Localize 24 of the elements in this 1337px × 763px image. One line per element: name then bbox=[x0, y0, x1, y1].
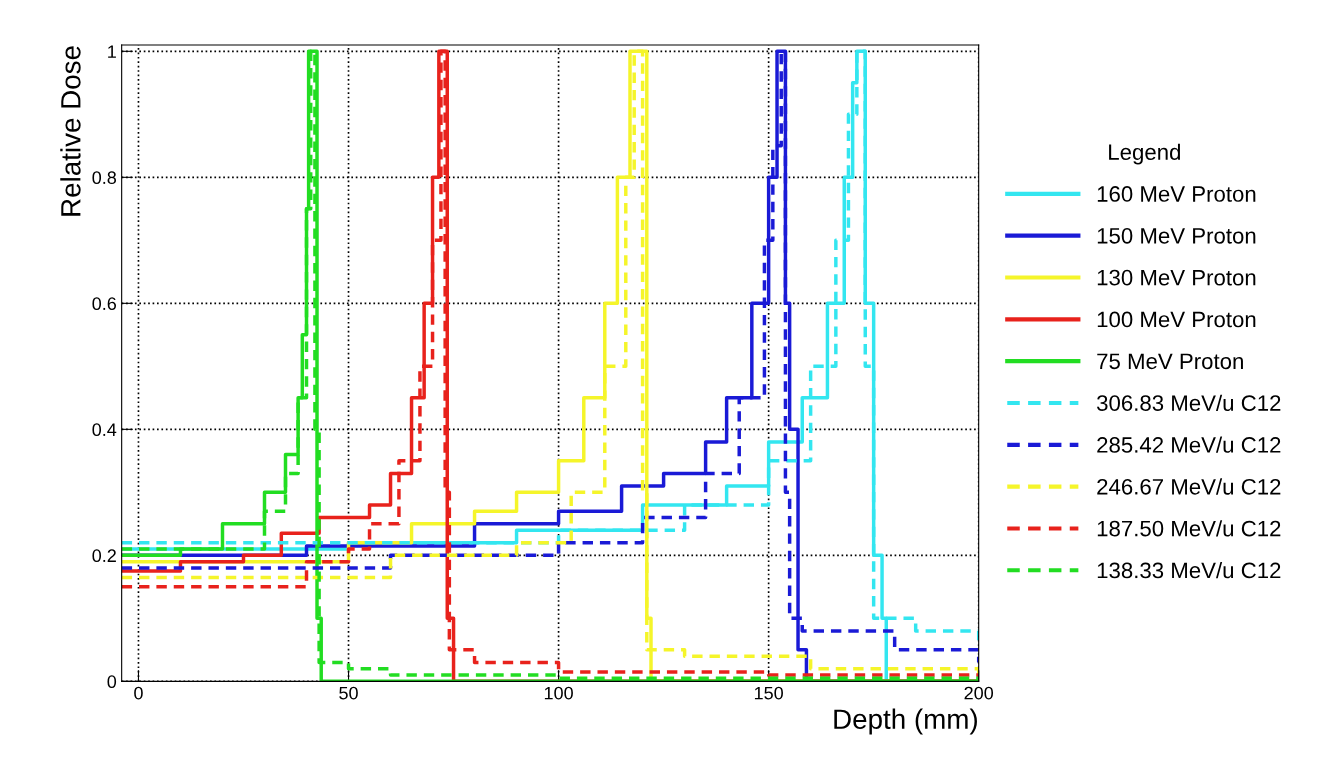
y-tick-label: 0.2 bbox=[92, 549, 116, 563]
legend-label: 75 MeV Proton bbox=[1097, 353, 1243, 370]
legend-label: 246.67 MeV/u C12 bbox=[1097, 478, 1281, 495]
legend-label: 187.50 MeV/u C12 bbox=[1097, 520, 1281, 537]
x-tick-label: 100 bbox=[544, 686, 573, 700]
x-axis-title: Depth (mm) bbox=[834, 708, 977, 735]
x-tick-label: 200 bbox=[964, 686, 994, 700]
legend-title: Legend bbox=[1109, 143, 1180, 165]
y-tick-label: 0.8 bbox=[92, 171, 117, 185]
y-tick-label: 1 bbox=[108, 45, 116, 58]
legend-label: 100 MeV Proton bbox=[1097, 311, 1256, 328]
y-tick-label: 0.4 bbox=[92, 423, 117, 437]
x-tick-label: 150 bbox=[754, 686, 783, 700]
legend-label: 306.83 MeV/u C12 bbox=[1096, 394, 1281, 411]
y-tick-label: 0.6 bbox=[92, 297, 117, 311]
legend-label: 285.42 MeV/u C12 bbox=[1097, 436, 1281, 453]
legend-label: 138.33 MeV/u C12 bbox=[1097, 561, 1281, 579]
legend-label: 150 MeV Proton bbox=[1097, 227, 1256, 244]
y-axis-title: Relative Dose bbox=[60, 46, 81, 216]
legend-label: 160 MeV Proton bbox=[1097, 186, 1256, 202]
y-tick-label: 0 bbox=[107, 675, 117, 689]
x-tick-label: 50 bbox=[339, 686, 358, 700]
legend-label: 130 MeV Proton bbox=[1097, 269, 1256, 286]
x-tick-label: 0 bbox=[134, 686, 143, 700]
